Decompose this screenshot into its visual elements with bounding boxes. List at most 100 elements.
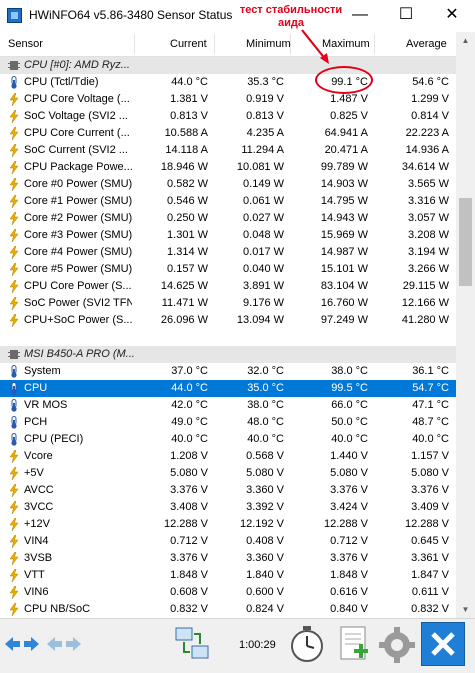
sensor-row[interactable]: SoC Current (SVI2 ... 14.118 A 11.294 A 20.… bbox=[0, 142, 456, 159]
sensor-name: CPU Core Power (S... bbox=[24, 280, 132, 292]
value-minimum: 0.600 V bbox=[246, 586, 284, 598]
value-maximum: 0.840 V bbox=[330, 603, 368, 615]
lightning-icon bbox=[8, 568, 20, 583]
sensor-name: AVCC bbox=[24, 484, 54, 496]
sensor-row[interactable]: Vcore 1.208 V 0.568 V 1.440 V 1.157 V bbox=[0, 448, 456, 465]
nav-arrows-dim-icon[interactable] bbox=[46, 633, 82, 655]
value-average: 34.614 W bbox=[401, 161, 449, 173]
vertical-scrollbar[interactable]: ▲ ▼ bbox=[456, 32, 475, 618]
value-current: 0.582 W bbox=[167, 178, 208, 190]
sensor-row[interactable]: CPU Core Current (... 10.588 A 4.235 A 64.9… bbox=[0, 125, 456, 142]
value-current: 0.250 W bbox=[167, 212, 208, 224]
lightning-icon bbox=[8, 534, 20, 549]
minimize-button[interactable]: — bbox=[352, 6, 368, 23]
close-sensors-button[interactable] bbox=[421, 622, 465, 666]
column-header-row: Sensor Current Minimum Maximum Average bbox=[0, 32, 456, 57]
sensor-row[interactable]: CPU NB/SoC 0.832 V 0.824 V 0.840 V 0.832 V bbox=[0, 601, 456, 618]
column-header-sensor[interactable]: Sensor bbox=[8, 38, 43, 50]
sensor-row[interactable]: CPU+SoC Power (S... 26.096 W 13.094 W 97.24… bbox=[0, 312, 456, 329]
sensor-row[interactable]: +12V 12.288 V 12.192 V 12.288 V 12.288 V bbox=[0, 516, 456, 533]
nav-left-right-icon[interactable] bbox=[4, 633, 40, 655]
value-maximum: 38.0 °C bbox=[331, 365, 368, 377]
lightning-icon bbox=[8, 211, 20, 226]
scroll-down-arrow-icon[interactable]: ▼ bbox=[461, 605, 470, 614]
value-minimum: 40.0 °C bbox=[247, 433, 284, 445]
sensor-row[interactable]: CPU 44.0 °C 35.0 °C 99.5 °C 54.7 °C bbox=[0, 380, 456, 397]
clock-icon[interactable] bbox=[287, 624, 327, 666]
sensor-row[interactable]: SoC Power (SVI2 TFN) 11.471 W 9.176 W 16.76… bbox=[0, 295, 456, 312]
annotation-line-2: аида bbox=[278, 17, 304, 29]
sensor-row[interactable]: 3VSB 3.376 V 3.360 V 3.376 V 3.361 V bbox=[0, 550, 456, 567]
value-maximum: 14.795 W bbox=[320, 195, 368, 207]
sensor-row[interactable]: PCH 49.0 °C 48.0 °C 50.0 °C 48.7 °C bbox=[0, 414, 456, 431]
value-minimum: 12.192 V bbox=[239, 518, 284, 530]
chip-icon bbox=[8, 59, 20, 72]
lightning-icon bbox=[8, 279, 20, 294]
sensor-row[interactable]: AVCC 3.376 V 3.360 V 3.376 V 3.376 V bbox=[0, 482, 456, 499]
sensor-row[interactable]: Core #0 Power (SMU) 0.582 W 0.149 W 14.903 … bbox=[0, 176, 456, 193]
column-header-average[interactable]: Average bbox=[406, 38, 447, 50]
add-report-icon[interactable] bbox=[336, 624, 372, 666]
sensor-row[interactable]: VTT 1.848 V 1.840 V 1.848 V 1.847 V bbox=[0, 567, 456, 584]
sensor-row[interactable]: +5V 5.080 V 5.080 V 5.080 V 5.080 V bbox=[0, 465, 456, 482]
annotation-ellipse bbox=[315, 66, 373, 94]
value-maximum: 66.0 °C bbox=[331, 399, 368, 411]
lightning-icon bbox=[8, 126, 20, 141]
sensor-row[interactable]: Core #4 Power (SMU) 1.314 W 0.017 W 14.987 … bbox=[0, 244, 456, 261]
value-average: 40.0 °C bbox=[412, 433, 449, 445]
sensor-name: +12V bbox=[24, 518, 50, 530]
lightning-icon bbox=[8, 313, 20, 328]
network-icon[interactable] bbox=[172, 624, 212, 664]
value-minimum: 5.080 V bbox=[246, 467, 284, 479]
sensor-name: VIN6 bbox=[24, 586, 49, 598]
sensor-row[interactable]: Core #2 Power (SMU) 0.250 W 0.027 W 14.943 … bbox=[0, 210, 456, 227]
sensor-row[interactable]: Core #1 Power (SMU) 0.546 W 0.061 W 14.795 … bbox=[0, 193, 456, 210]
sensor-row[interactable]: SoC Voltage (SVI2 ... 0.813 V 0.813 V 0.825… bbox=[0, 108, 456, 125]
sensor-row[interactable]: VIN6 0.608 V 0.600 V 0.616 V 0.611 V bbox=[0, 584, 456, 601]
value-minimum: 0.568 V bbox=[246, 450, 284, 462]
column-header-current[interactable]: Current bbox=[170, 38, 207, 50]
value-average: 3.194 W bbox=[408, 246, 449, 258]
lightning-icon bbox=[8, 109, 20, 124]
sensor-row[interactable]: VR MOS 42.0 °C 38.0 °C 66.0 °C 47.1 °C bbox=[0, 397, 456, 414]
column-divider[interactable] bbox=[214, 34, 215, 54]
value-maximum: 99.5 °C bbox=[331, 382, 368, 394]
sensor-group-row[interactable]: MSI B450-A PRO (M... bbox=[0, 346, 456, 363]
sensor-row[interactable]: CPU (PECI) 40.0 °C 40.0 °C 40.0 °C 40.0 °C bbox=[0, 431, 456, 448]
column-divider[interactable] bbox=[374, 34, 375, 54]
sensor-row[interactable]: VIN4 0.712 V 0.408 V 0.712 V 0.645 V bbox=[0, 533, 456, 550]
value-average: 54.6 °C bbox=[412, 76, 449, 88]
scrollbar-thumb[interactable] bbox=[459, 198, 472, 286]
sensor-row[interactable]: Core #5 Power (SMU) 0.157 W 0.040 W 15.101 … bbox=[0, 261, 456, 278]
sensor-name: Core #4 Power (SMU) bbox=[24, 246, 132, 258]
value-average: 3.376 V bbox=[411, 484, 449, 496]
value-average: 48.7 °C bbox=[412, 416, 449, 428]
value-average: 29.115 W bbox=[402, 280, 449, 292]
column-header-minimum[interactable]: Minimum bbox=[246, 38, 291, 50]
value-maximum: 40.0 °C bbox=[331, 433, 368, 445]
value-average: 41.280 W bbox=[401, 314, 449, 326]
sensor-row[interactable]: CPU Core Power (S... 14.625 W 3.891 W 83.10… bbox=[0, 278, 456, 295]
sensor-row[interactable]: Core #3 Power (SMU) 1.301 W 0.048 W 15.969 … bbox=[0, 227, 456, 244]
column-divider[interactable] bbox=[290, 34, 291, 54]
value-minimum: 0.048 W bbox=[243, 229, 284, 241]
settings-gear-icon[interactable] bbox=[377, 625, 417, 665]
sensor-name: CPU+SoC Power (S... bbox=[24, 314, 132, 326]
sensor-row[interactable]: 3VCC 3.408 V 3.392 V 3.424 V 3.409 V bbox=[0, 499, 456, 516]
bottom-toolbar: 1:00:29 bbox=[0, 618, 475, 673]
sensor-row[interactable]: System 37.0 °C 32.0 °C 38.0 °C 36.1 °C bbox=[0, 363, 456, 380]
sensor-group-row[interactable]: CPU [#0]: AMD Ryz... bbox=[0, 57, 456, 74]
value-minimum: 3.360 V bbox=[246, 484, 284, 496]
column-divider[interactable] bbox=[134, 34, 135, 54]
scroll-up-arrow-icon[interactable]: ▲ bbox=[461, 36, 470, 45]
close-button[interactable]: ✕ bbox=[445, 6, 459, 23]
value-average: 47.1 °C bbox=[412, 399, 449, 411]
sensor-name: SoC Voltage (SVI2 ... bbox=[24, 110, 128, 122]
maximize-button[interactable]: ☐ bbox=[398, 6, 414, 23]
column-header-maximum[interactable]: Maximum bbox=[322, 38, 370, 50]
lightning-icon bbox=[8, 602, 20, 617]
sensor-row[interactable]: CPU Package Powe... 18.946 W 10.081 W 99.78… bbox=[0, 159, 456, 176]
sensor-row[interactable]: CPU Core Voltage (... 1.381 V 0.919 V 1.487… bbox=[0, 91, 456, 108]
sensor-row[interactable]: CPU (Tctl/Tdie) 44.0 °C 35.3 °C 99.1 °C 54.6… bbox=[0, 74, 456, 91]
value-minimum: 0.149 W bbox=[243, 178, 284, 190]
